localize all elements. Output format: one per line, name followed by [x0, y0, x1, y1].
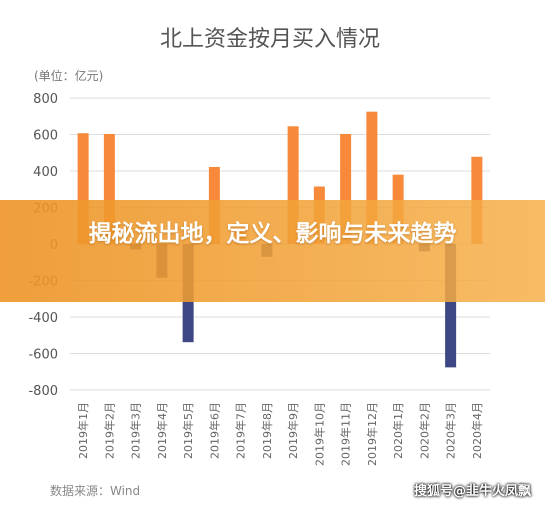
x-tick-label: 2019年4月 — [155, 402, 169, 459]
x-tick-label: 2019年3月 — [129, 402, 143, 459]
x-tick-label: 2019年12月 — [365, 402, 379, 466]
bar — [340, 133, 352, 244]
bar — [287, 126, 299, 244]
x-tick-label: 2019年2月 — [102, 402, 116, 459]
x-tick-label: 2020年3月 — [444, 402, 458, 459]
x-tick-label: 2019年1月 — [76, 402, 90, 459]
y-tick-label: 800 — [33, 92, 58, 107]
source-note: 数据来源：Wind — [50, 483, 140, 498]
chart-title: 北上资金按月买入情况 — [160, 27, 380, 52]
x-tick-label: 2019年6月 — [207, 402, 221, 459]
x-tick-label: 2020年4月 — [470, 402, 484, 459]
y-tick-label: 600 — [33, 129, 58, 144]
x-tick-label: 2019年5月 — [181, 402, 195, 459]
unit-label: (单位：亿元) — [34, 68, 103, 83]
x-tick-label: 2019年8月 — [260, 402, 274, 459]
y-tick-label: 400 — [33, 165, 58, 180]
y-tick-label: -800 — [28, 384, 58, 399]
x-tick-label: 2020年2月 — [417, 402, 431, 459]
bar — [366, 111, 378, 244]
x-tick-label: 2019年7月 — [234, 402, 248, 459]
bar — [77, 133, 89, 244]
x-axis-labels: 2019年1月 2019年2月 2019年3月 2019年4月 2019年5月 2019年… — [76, 402, 484, 466]
headline-text: 揭秘流出地，定义、影响与未来趋势 — [88, 221, 457, 247]
x-tick-label: 2019年11月 — [339, 402, 353, 466]
headline-banner: 揭秘流出地，定义、影响与未来趋势 — [0, 200, 545, 302]
watermark: 搜狐号@韭牛火凤飘 — [413, 484, 531, 499]
x-tick-label: 2019年9月 — [286, 402, 300, 459]
bar — [445, 244, 457, 368]
y-tick-label: -600 — [28, 348, 58, 363]
bar — [103, 133, 115, 244]
x-tick-label: 2019年10月 — [312, 402, 326, 466]
x-tick-label: 2020年1月 — [391, 402, 405, 459]
y-tick-label: -400 — [28, 311, 58, 326]
